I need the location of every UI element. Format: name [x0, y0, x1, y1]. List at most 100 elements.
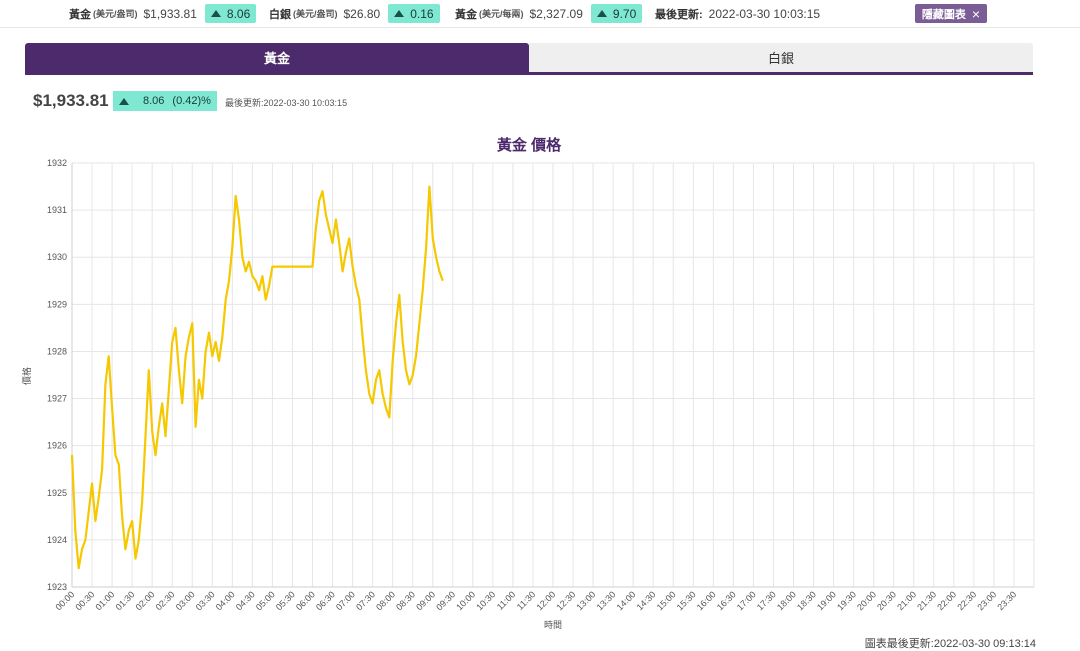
y-tick-label: 1930 [47, 252, 67, 262]
x-tick-label: 16:30 [715, 589, 738, 612]
ticker-silver-unit: (美元/盎司) [293, 9, 338, 19]
x-tick-label: 10:30 [474, 589, 497, 612]
tab-underline [25, 72, 1033, 75]
hide-chart-button[interactable]: 隱藏圖表 × [915, 4, 987, 23]
up-arrow-icon [119, 97, 129, 105]
x-tick-label: 00:30 [73, 589, 96, 612]
ticker-silver-price: $26.80 [343, 6, 381, 21]
ticker-gold-change-badge: 8.06 [204, 4, 257, 23]
x-tick-label: 18:00 [775, 589, 798, 612]
x-tick-label: 13:30 [595, 589, 618, 612]
x-tick-label: 22:30 [955, 589, 978, 612]
x-tick-label: 11:30 [515, 589, 538, 612]
x-tick-label: 06:30 [314, 589, 337, 612]
ticker-updated: 最後更新: 2022-03-30 10:03:15 [655, 0, 820, 27]
x-tick-label: 05:00 [254, 589, 277, 612]
ticker-gold-tael-change-badge: 9.70 [590, 4, 643, 23]
ticker-gold-unit: (美元/盎司) [93, 9, 138, 19]
ticker-gold: 黃金 (美元/盎司) $1,933.81 8.06 [69, 0, 257, 27]
x-tick-label: 22:00 [935, 589, 958, 612]
x-tick-label: 12:30 [554, 589, 577, 612]
x-tick-label: 14:00 [615, 589, 638, 612]
x-tick-label: 08:00 [374, 589, 397, 612]
ticker-gold-tael-name: 黃金 [455, 8, 477, 21]
ticker-gold-price: $1,933.81 [143, 6, 197, 21]
x-tick-label: 03:30 [194, 589, 217, 612]
close-icon: × [971, 5, 981, 22]
y-tick-label: 1928 [47, 346, 67, 356]
x-tick-label: 02:30 [154, 589, 177, 612]
x-tick-label: 19:00 [815, 589, 838, 612]
y-tick-label: 1931 [47, 205, 67, 215]
x-tick-label: 15:00 [655, 589, 678, 612]
x-tick-label: 06:00 [294, 589, 317, 612]
y-tick-label: 1927 [47, 394, 67, 404]
x-tick-label: 21:00 [895, 589, 918, 612]
y-tick-label: 1929 [47, 299, 67, 309]
x-tick-label: 20:30 [875, 589, 898, 612]
x-tick-label: 13:00 [574, 589, 597, 612]
y-tick-label: 1925 [47, 488, 67, 498]
x-tick-label: 01:30 [114, 589, 137, 612]
metal-tabs: 黃金 白銀 [25, 43, 1033, 72]
tab-silver[interactable]: 白銀 [529, 43, 1033, 72]
x-tick-label: 17:30 [755, 589, 778, 612]
y-tick-label: 1924 [47, 535, 67, 545]
x-tick-label: 07:00 [334, 589, 357, 612]
tab-gold[interactable]: 黃金 [25, 43, 529, 72]
x-tick-label: 09:00 [414, 589, 437, 612]
hide-chart-label: 隱藏圖表 [921, 8, 966, 21]
x-tick-label: 02:00 [134, 589, 157, 612]
ticker-gold-tael-unit: (美元/每兩) [479, 9, 524, 19]
y-tick-label: 1923 [47, 582, 67, 592]
x-tick-label: 04:30 [234, 589, 257, 612]
ticker-gold-name: 黃金 [69, 8, 91, 21]
series-line-gold [70, 185, 444, 570]
summary-updated: 最後更新:2022-03-30 10:03:15 [225, 98, 348, 108]
up-arrow-icon [394, 10, 405, 17]
x-tick-label: 23:30 [995, 589, 1018, 612]
up-arrow-icon [210, 10, 221, 17]
up-arrow-icon [596, 10, 607, 17]
x-tick-label: 07:30 [354, 589, 377, 612]
chart-updated: 圖表最後更新:2022-03-30 09:13:14 [864, 638, 1036, 650]
x-tick-label: 19:30 [835, 589, 858, 612]
x-tick-label: 21:30 [915, 589, 938, 612]
current-price: $1,933.81 [33, 91, 109, 110]
price-change-percent: (0.42)% [172, 95, 211, 107]
x-tick-label: 16:00 [695, 589, 718, 612]
x-tick-label: 12:00 [534, 589, 557, 612]
x-tick-label: 23:00 [975, 589, 998, 612]
ticker-bar: 黃金 (美元/盎司) $1,933.81 8.06 白銀 (美元/盎司) $26… [0, 0, 1080, 28]
x-tick-label: 14:30 [635, 589, 658, 612]
ticker-gold-tael: 黃金 (美元/每兩) $2,327.09 9.70 [455, 0, 643, 27]
ticker-gold-change: 8.06 [226, 6, 251, 21]
ticker-silver-change-badge: 0.16 [388, 4, 440, 23]
ticker-silver: 白銀 (美元/盎司) $26.80 0.16 [269, 0, 440, 27]
gold-price-chart: 黃金 價格 1923 1924 1925 1926 1927 1928 1929 1930 193… [21, 136, 1035, 630]
x-tick-label: 09:30 [434, 589, 457, 612]
ticker-gold-tael-change: 9.70 [612, 6, 637, 21]
y-tick-label: 1926 [47, 441, 67, 451]
price-change-badge: 8.06 (0.42)% [113, 91, 217, 111]
x-tick-label: 03:00 [174, 589, 197, 612]
x-tick-label: 10:00 [454, 589, 477, 612]
y-tick-label: 1932 [47, 158, 67, 168]
x-tick-label: 20:00 [855, 589, 878, 612]
chart-title: 黃金 價格 [497, 136, 562, 154]
ticker-silver-change: 0.16 [410, 6, 434, 21]
ticker-updated-label: 最後更新: [655, 8, 703, 21]
x-tick-label: 01:00 [93, 589, 116, 612]
ticker-gold-tael-price: $2,327.09 [529, 6, 583, 21]
y-axis-label: 價格 [21, 367, 32, 385]
x-tick-label: 11:00 [495, 589, 518, 612]
x-tick-label: 04:00 [214, 589, 237, 612]
x-tick-label: 08:30 [394, 589, 417, 612]
x-tick-label: 00:00 [53, 589, 76, 612]
ticker-silver-name: 白銀 [269, 8, 291, 21]
x-tick-label: 05:30 [274, 589, 297, 612]
ticker-updated-value: 2022-03-30 10:03:15 [708, 6, 821, 21]
x-axis-label: 時間 [544, 620, 562, 630]
price-change-value: 8.06 [143, 95, 165, 107]
x-tick-label: 17:00 [735, 589, 758, 612]
